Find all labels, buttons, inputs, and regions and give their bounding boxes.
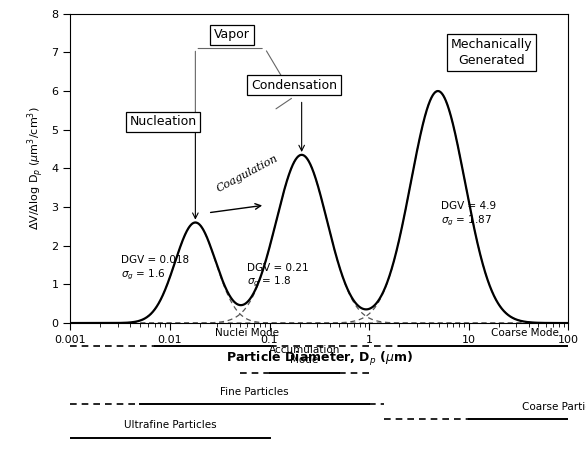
X-axis label: Particle Diameter, D$_p$ ($\mu$m): Particle Diameter, D$_p$ ($\mu$m) [226,351,413,368]
Text: Coarse Mode: Coarse Mode [491,328,559,338]
Text: Condensation: Condensation [251,79,337,92]
Text: Accumulation
Mode: Accumulation Mode [269,345,340,366]
Text: Fine Particles: Fine Particles [220,387,289,397]
Text: DGV = 0.21
$\sigma_g$ = 1.8: DGV = 0.21 $\sigma_g$ = 1.8 [247,263,309,289]
Text: Ultrafine Particles: Ultrafine Particles [124,420,216,430]
Text: Coagulation: Coagulation [214,153,280,193]
Text: Mechanically
Generated: Mechanically Generated [451,38,533,67]
Text: Nucleation: Nucleation [130,116,196,128]
Text: Nuclei Mode: Nuclei Mode [215,328,279,338]
Text: Vapor: Vapor [214,28,250,42]
Y-axis label: $\Delta$V/$\Delta$log D$_p$ ($\mu$m$^3$/cm$^3$): $\Delta$V/$\Delta$log D$_p$ ($\mu$m$^3$/… [25,106,46,230]
Text: Coarse Particles: Coarse Particles [522,402,586,412]
Text: DGV = 0.018
$\sigma_g$ = 1.6: DGV = 0.018 $\sigma_g$ = 1.6 [121,255,189,282]
Text: DGV = 4.9
$\sigma_g$ = 1.87: DGV = 4.9 $\sigma_g$ = 1.87 [441,201,496,228]
